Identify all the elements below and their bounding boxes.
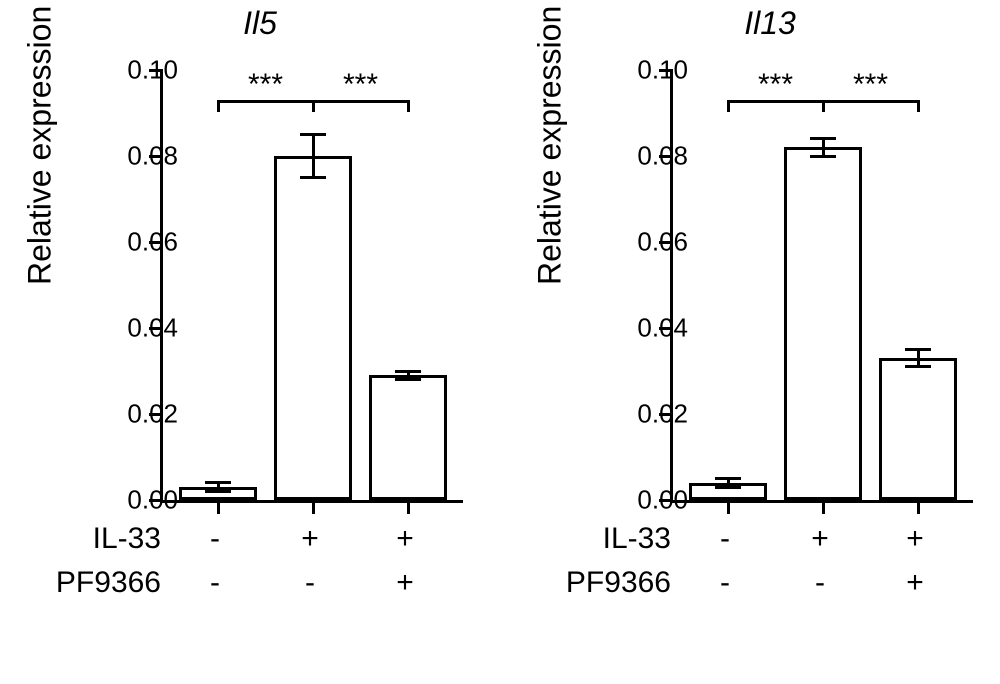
y-tick-label: 0.02 bbox=[637, 399, 688, 430]
y-tick-label: 0.04 bbox=[637, 313, 688, 344]
error-cap bbox=[905, 365, 931, 368]
significance-tick bbox=[217, 100, 220, 112]
condition-value: - bbox=[815, 566, 825, 600]
significance-stars: *** bbox=[758, 70, 793, 100]
error-cap bbox=[395, 378, 421, 381]
significance-tick bbox=[822, 100, 825, 112]
condition-value: - bbox=[720, 522, 730, 556]
y-tick-label: 0.04 bbox=[127, 313, 178, 344]
y-tick-label: 0.08 bbox=[637, 141, 688, 172]
condition-value: - bbox=[305, 566, 315, 600]
condition-value: - bbox=[210, 566, 220, 600]
bar bbox=[784, 147, 862, 500]
condition-value: + bbox=[906, 522, 924, 556]
error-cap bbox=[205, 490, 231, 493]
chart-panel: Il13Relative expression******0.000.020.0… bbox=[540, 0, 1000, 684]
condition-value: + bbox=[396, 566, 414, 600]
y-tick-label: 0.06 bbox=[127, 227, 178, 258]
y-tick-label: 0.00 bbox=[637, 485, 688, 516]
condition-value: + bbox=[301, 522, 319, 556]
y-axis-label: Relative expression bbox=[22, 6, 59, 285]
significance-stars: *** bbox=[343, 70, 378, 100]
y-tick-label: 0.08 bbox=[127, 141, 178, 172]
significance-stars: *** bbox=[853, 70, 888, 100]
y-tick-label: 0.02 bbox=[127, 399, 178, 430]
error-cap bbox=[905, 348, 931, 351]
x-tick bbox=[312, 500, 315, 514]
error-cap bbox=[300, 176, 326, 179]
condition-value: + bbox=[396, 522, 414, 556]
error-bar bbox=[312, 135, 315, 178]
condition-value: + bbox=[811, 522, 829, 556]
condition-label: PF9366 bbox=[30, 566, 161, 600]
bar bbox=[369, 375, 447, 500]
plot-area: *** *** bbox=[160, 70, 463, 503]
figure: Il5Relative expression******0.000.020.04… bbox=[0, 0, 1000, 684]
x-tick bbox=[917, 500, 920, 514]
bar bbox=[879, 358, 957, 500]
error-cap bbox=[205, 481, 231, 484]
plot-area: *** *** bbox=[670, 70, 973, 503]
condition-value: - bbox=[210, 522, 220, 556]
error-cap bbox=[300, 133, 326, 136]
x-tick bbox=[407, 500, 410, 514]
bar bbox=[274, 156, 352, 500]
y-tick-label: 0.10 bbox=[127, 55, 178, 86]
significance-tick bbox=[727, 100, 730, 112]
error-cap bbox=[395, 370, 421, 373]
condition-label: IL-33 bbox=[540, 522, 671, 556]
x-tick bbox=[217, 500, 220, 514]
x-tick bbox=[822, 500, 825, 514]
y-axis-label: Relative expression bbox=[532, 6, 569, 285]
error-cap bbox=[715, 477, 741, 480]
chart-panel: Il5Relative expression******0.000.020.04… bbox=[30, 0, 490, 684]
error-cap bbox=[810, 137, 836, 140]
error-bar bbox=[822, 139, 825, 156]
x-tick bbox=[727, 500, 730, 514]
error-cap bbox=[810, 155, 836, 158]
y-tick-label: 0.00 bbox=[127, 485, 178, 516]
condition-label: IL-33 bbox=[30, 522, 161, 556]
y-tick-label: 0.06 bbox=[637, 227, 688, 258]
significance-stars: *** bbox=[248, 70, 283, 100]
significance-tick bbox=[407, 100, 410, 112]
y-tick-label: 0.10 bbox=[637, 55, 688, 86]
error-cap bbox=[715, 486, 741, 489]
significance-tick bbox=[917, 100, 920, 112]
error-bar bbox=[917, 350, 920, 367]
condition-value: + bbox=[906, 566, 924, 600]
significance-tick bbox=[312, 100, 315, 112]
condition-value: - bbox=[720, 566, 730, 600]
chart-title: Il13 bbox=[540, 5, 1000, 42]
chart-title: Il5 bbox=[30, 5, 490, 42]
condition-label: PF9366 bbox=[540, 566, 671, 600]
